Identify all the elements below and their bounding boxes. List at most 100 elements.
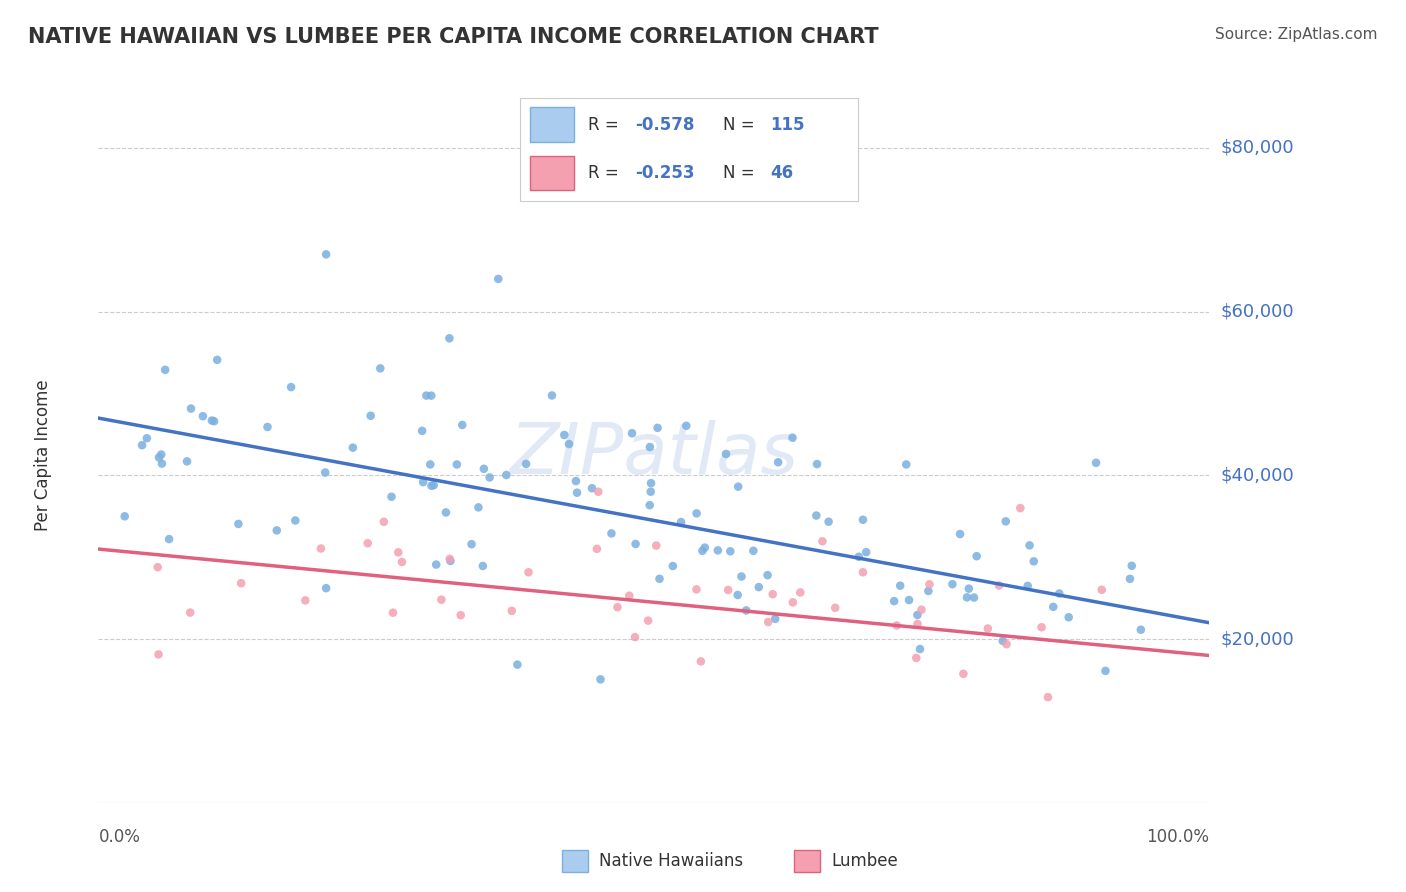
Point — [315, 247, 337, 261]
Point — [541, 388, 564, 402]
Point — [762, 587, 785, 601]
Point — [963, 591, 986, 605]
Point — [314, 466, 336, 480]
Point — [782, 595, 804, 609]
Point — [486, 272, 509, 286]
Point — [685, 507, 707, 521]
Point — [280, 380, 302, 394]
Point — [153, 363, 176, 377]
Point — [707, 543, 730, 558]
Point — [624, 630, 647, 644]
Point — [231, 576, 253, 591]
Point — [647, 421, 669, 435]
Point — [517, 566, 540, 580]
Point — [648, 572, 671, 586]
Point — [782, 431, 804, 445]
Text: $60,000: $60,000 — [1220, 302, 1294, 321]
Point — [966, 549, 988, 564]
Point — [114, 509, 136, 524]
Point — [357, 536, 380, 550]
Point — [852, 513, 875, 527]
Point — [360, 409, 382, 423]
Point — [472, 462, 495, 476]
Text: Source: ZipAtlas.com: Source: ZipAtlas.com — [1215, 27, 1378, 42]
Point — [908, 642, 931, 657]
Point — [621, 426, 644, 441]
Point — [157, 532, 180, 546]
Point — [373, 515, 395, 529]
Point — [789, 585, 811, 599]
Point — [852, 566, 875, 580]
Point — [727, 480, 749, 494]
Point — [763, 612, 786, 626]
Point — [905, 651, 928, 665]
Point — [266, 524, 288, 538]
Point — [645, 539, 668, 553]
Point — [381, 606, 404, 620]
Point — [883, 594, 905, 608]
Point — [179, 606, 201, 620]
Point — [824, 600, 846, 615]
Point — [565, 474, 588, 488]
Point — [411, 424, 433, 438]
Point — [756, 615, 779, 629]
Point — [553, 428, 575, 442]
Point — [693, 541, 716, 555]
Point — [315, 581, 337, 595]
Point — [991, 633, 1014, 648]
Point — [150, 457, 173, 471]
Point — [205, 352, 228, 367]
Point — [689, 654, 711, 668]
Point — [309, 541, 332, 556]
Point — [896, 458, 918, 472]
Text: ZIPatlas: ZIPatlas — [509, 420, 799, 490]
Point — [898, 593, 921, 607]
Point — [817, 515, 839, 529]
Point — [589, 673, 612, 687]
Point — [748, 580, 770, 594]
Point — [368, 361, 391, 376]
Point — [176, 454, 198, 468]
Point — [228, 516, 250, 531]
Text: Native Hawaiians: Native Hawaiians — [599, 852, 744, 870]
Point — [495, 468, 517, 483]
Point — [1091, 582, 1114, 597]
Point — [995, 637, 1018, 651]
Point — [284, 513, 307, 527]
Point — [907, 616, 929, 631]
Point — [191, 409, 214, 424]
Point — [848, 549, 870, 564]
Point — [387, 545, 409, 559]
Text: -0.253: -0.253 — [636, 164, 695, 182]
Text: Per Capita Income: Per Capita Income — [34, 379, 52, 531]
Point — [294, 593, 316, 607]
Point — [201, 413, 224, 427]
Point — [735, 603, 758, 617]
Point — [638, 498, 661, 512]
Point — [1047, 586, 1070, 600]
Point — [606, 600, 628, 615]
Point — [956, 591, 979, 605]
Point — [886, 618, 908, 632]
Text: 100.0%: 100.0% — [1146, 828, 1209, 846]
Point — [600, 526, 623, 541]
Point — [889, 579, 911, 593]
Point — [202, 414, 225, 428]
Point — [1121, 558, 1143, 573]
Point — [714, 447, 737, 461]
Point — [180, 401, 202, 416]
Point — [451, 417, 474, 432]
Point — [811, 534, 834, 549]
Point — [565, 485, 588, 500]
Point — [662, 559, 685, 574]
Bar — [530, 107, 574, 142]
Point — [415, 388, 437, 402]
Point — [638, 440, 661, 454]
Point — [425, 558, 447, 572]
Point — [910, 603, 932, 617]
Point — [460, 537, 482, 551]
Point — [1022, 554, 1045, 568]
Text: -0.578: -0.578 — [636, 116, 695, 134]
Point — [1057, 610, 1080, 624]
Point — [675, 418, 697, 433]
